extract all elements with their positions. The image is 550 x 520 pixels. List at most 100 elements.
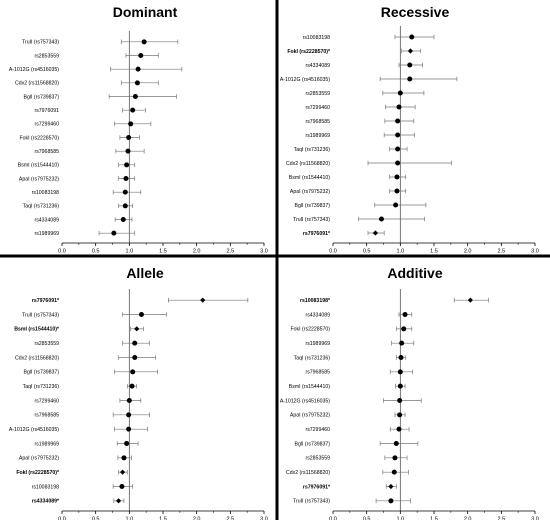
estimate-point bbox=[388, 498, 394, 504]
row-label: TruII (rs757343) bbox=[293, 217, 330, 223]
row-label: TaqI (rs731236) bbox=[23, 384, 60, 390]
estimate-point bbox=[128, 121, 134, 127]
row-label: rs4334089 bbox=[305, 312, 330, 318]
row-label: BsmI (rs1544410) bbox=[289, 384, 331, 390]
x-tick-label: 1.0 bbox=[126, 517, 134, 520]
estimate-point bbox=[141, 39, 147, 45]
row-label: ApaI (rs7975232) bbox=[290, 189, 330, 195]
estimate-point bbox=[395, 132, 401, 138]
row-label: ApaI (rs7975232) bbox=[19, 456, 59, 462]
estimate-point bbox=[394, 188, 400, 194]
x-tick-label: 3.0 bbox=[260, 249, 268, 255]
estimate-diamond bbox=[134, 326, 140, 332]
estimate-point bbox=[402, 312, 408, 317]
row-label: TaqI (rs731236) bbox=[23, 204, 60, 210]
x-tick-label: 0.0 bbox=[58, 517, 66, 520]
row-label: FokI (rs2228570) bbox=[19, 135, 59, 141]
row-label: rs7299460 bbox=[34, 122, 59, 128]
estimate-point bbox=[407, 76, 413, 82]
row-label: rs10083198 bbox=[303, 35, 331, 41]
row-label: rs7976091* bbox=[303, 231, 331, 237]
estimate-point bbox=[407, 62, 413, 68]
estimate-diamond bbox=[120, 469, 126, 475]
estimate-point bbox=[395, 146, 401, 152]
x-tick-label: 3.0 bbox=[260, 517, 268, 520]
row-label: rs4334089* bbox=[32, 499, 60, 505]
row-label: ApaI (rs7975232) bbox=[19, 176, 59, 182]
x-tick-label: 0.5 bbox=[363, 249, 371, 255]
estimate-point bbox=[132, 94, 138, 99]
row-label: rs4334089 bbox=[305, 63, 330, 69]
estimate-point bbox=[119, 484, 125, 489]
row-label: ApaI (rs7975232) bbox=[290, 413, 330, 419]
estimate-diamond bbox=[372, 230, 379, 236]
panel-title-allele: Allele bbox=[126, 265, 164, 281]
estimate-point bbox=[138, 312, 144, 317]
row-label: rs10083198 bbox=[32, 484, 60, 490]
row-label: A-1012G (rs4516035) bbox=[280, 398, 330, 404]
row-label: rs1989969 bbox=[34, 441, 59, 447]
estimate-point bbox=[124, 441, 130, 446]
x-tick-label: 1.5 bbox=[430, 249, 438, 255]
row-label: Cdx2 (rs11568820) bbox=[286, 470, 330, 476]
panel-dominant: 0.0 0.5 1.0 1.5 2.0 2.5 3.0 TruII (rs757343) rs2… bbox=[9, 31, 268, 255]
row-label: rs7968585 bbox=[305, 370, 330, 376]
row-label: rs2853559 bbox=[305, 91, 330, 97]
estimate-point bbox=[396, 104, 402, 110]
estimate-point bbox=[391, 469, 397, 475]
row-label: rs1989969 bbox=[305, 133, 330, 139]
estimate-point bbox=[395, 118, 401, 124]
estimate-point bbox=[111, 230, 117, 236]
estimate-point bbox=[126, 426, 132, 432]
estimate-point bbox=[126, 412, 132, 418]
estimate-point bbox=[398, 355, 404, 360]
estimate-point bbox=[122, 189, 128, 195]
estimate-point bbox=[132, 355, 138, 360]
row-label: BglI (rs739837) bbox=[24, 370, 60, 376]
estimate-point bbox=[138, 53, 144, 58]
x-tick-label: 0.0 bbox=[329, 517, 337, 520]
row-label: TaqI (rs731236) bbox=[294, 355, 331, 361]
panel-additive: 0.0 0.5 1.0 1.5 2.0 2.5 3.0 rs10083198* rs433408… bbox=[280, 289, 539, 520]
estimate-point bbox=[393, 202, 399, 208]
row-label: TruII (rs757343) bbox=[22, 312, 59, 318]
row-label: rs10083198* bbox=[300, 298, 331, 304]
row-label: rs7968585 bbox=[34, 149, 59, 155]
estimate-point bbox=[393, 441, 399, 446]
x-tick-label: 0.0 bbox=[329, 249, 337, 255]
estimate-point bbox=[126, 398, 132, 403]
panel-allele: 0.0 0.5 1.0 1.5 2.0 2.5 3.0 rs7976091* TruII (rs… bbox=[9, 289, 268, 520]
estimate-diamond bbox=[115, 498, 122, 504]
row-label: rs7976091* bbox=[32, 298, 60, 304]
row-label: Cdx2 (rs11568820) bbox=[15, 81, 59, 87]
estimate-point bbox=[394, 174, 400, 180]
row-label: rs10083198 bbox=[32, 190, 60, 196]
estimate-point bbox=[130, 369, 136, 375]
forest-panels: 0.0 0.5 1.0 1.5 2.0 2.5 3.0 TruII (rs757343) rs2… bbox=[9, 26, 539, 520]
x-tick-label: 2.5 bbox=[227, 249, 235, 255]
row-label: BsmI (rs1544410)* bbox=[14, 327, 60, 333]
estimate-point bbox=[397, 412, 403, 418]
row-label: FokI (rs2228570)* bbox=[287, 49, 331, 55]
x-tick-label: 0.5 bbox=[363, 517, 371, 520]
row-label: A-1012G (rs4516035) bbox=[9, 427, 59, 433]
estimate-point bbox=[401, 326, 407, 332]
x-tick-label: 1.5 bbox=[159, 249, 167, 255]
x-tick-label: 2.0 bbox=[464, 249, 472, 255]
row-label: BsmI (rs1544410) bbox=[18, 163, 60, 169]
estimate-point bbox=[129, 383, 135, 389]
x-tick-label: 1.0 bbox=[397, 517, 405, 520]
estimate-diamond bbox=[467, 297, 473, 303]
row-label: BglI (rs739837) bbox=[295, 441, 331, 447]
estimate-point bbox=[399, 340, 405, 346]
row-label: TaqI (rs731236) bbox=[294, 147, 331, 153]
row-label: A-1012G (rs4516035) bbox=[280, 77, 330, 83]
row-label: rs1989969 bbox=[305, 341, 330, 347]
x-tick-label: 2.0 bbox=[464, 517, 472, 520]
row-label: rs7299460 bbox=[305, 105, 330, 111]
x-tick-label: 2.0 bbox=[193, 249, 201, 255]
estimate-point bbox=[125, 148, 131, 154]
x-tick-label: 0.5 bbox=[92, 249, 100, 255]
row-label: rs2853559 bbox=[34, 341, 59, 347]
